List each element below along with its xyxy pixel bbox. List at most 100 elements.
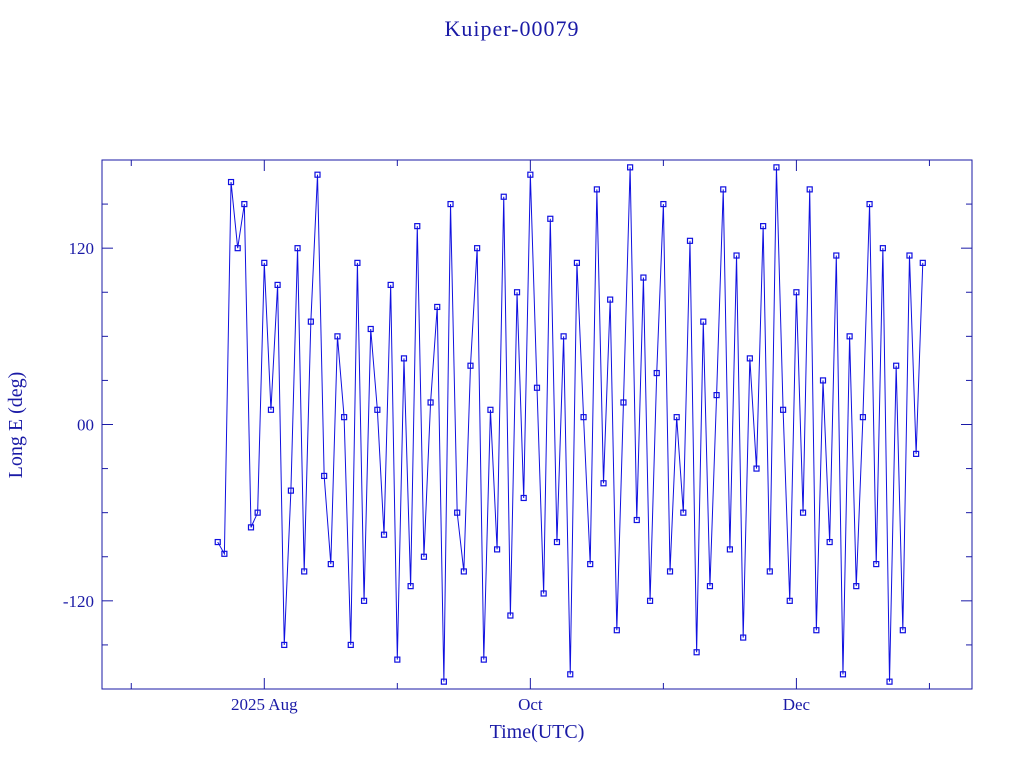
point-marker	[700, 318, 707, 325]
series-line	[217, 167, 924, 682]
point-marker	[214, 538, 221, 546]
point-marker	[287, 487, 294, 494]
point-marker	[866, 200, 873, 208]
y-tick-label: 120	[69, 239, 95, 258]
point-marker	[646, 597, 654, 604]
point-marker	[321, 472, 328, 480]
point-marker	[726, 546, 733, 553]
point-marker	[547, 215, 554, 222]
point-marker	[234, 245, 241, 252]
point-marker	[334, 333, 341, 340]
y-tick-label: 00	[77, 416, 94, 435]
point-marker	[520, 494, 527, 502]
point-marker	[460, 568, 467, 575]
point-marker	[660, 200, 667, 208]
point-marker	[587, 560, 594, 568]
point-marker	[793, 289, 800, 296]
point-marker	[653, 369, 660, 377]
point-marker	[527, 171, 534, 178]
point-marker	[553, 538, 561, 546]
x-tick-label: 2025 Aug	[231, 695, 298, 714]
point-marker	[833, 252, 840, 259]
point-marker	[686, 237, 694, 244]
point-marker	[846, 333, 853, 340]
point-marker	[327, 560, 334, 568]
point-marker	[633, 516, 640, 524]
point-marker	[580, 414, 587, 421]
x-tick-label: Dec	[783, 695, 811, 714]
point-marker	[360, 597, 368, 604]
point-marker	[913, 450, 920, 457]
point-marker	[540, 590, 547, 597]
point-marker	[886, 678, 893, 685]
point-marker	[254, 509, 261, 516]
point-marker	[680, 509, 687, 516]
point-marker	[394, 656, 401, 663]
plot-area	[214, 164, 926, 685]
point-marker	[281, 641, 288, 649]
point-marker	[627, 164, 634, 171]
point-marker	[374, 406, 381, 413]
point-marker	[753, 465, 760, 472]
point-marker	[786, 597, 793, 604]
point-marker	[593, 186, 600, 193]
point-marker	[500, 193, 507, 200]
point-marker	[434, 303, 441, 311]
point-marker	[274, 281, 281, 289]
point-marker	[713, 392, 720, 399]
point-marker	[567, 671, 574, 678]
point-marker	[613, 627, 620, 634]
point-marker	[487, 406, 494, 413]
point-marker	[314, 171, 321, 178]
point-marker	[533, 384, 541, 391]
point-marker	[893, 362, 900, 369]
point-marker	[301, 568, 308, 575]
point-marker	[420, 553, 428, 560]
point-marker	[746, 355, 753, 362]
point-marker	[400, 355, 408, 362]
point-marker	[507, 612, 514, 619]
point-marker	[819, 377, 827, 384]
point-marker	[261, 259, 268, 266]
y-tick-label: -120	[63, 592, 94, 611]
point-marker	[720, 186, 727, 193]
point-marker	[367, 325, 374, 333]
point-marker	[380, 531, 388, 538]
point-marker	[493, 546, 501, 553]
point-marker	[347, 641, 354, 649]
point-marker	[354, 259, 361, 266]
point-marker	[607, 296, 614, 303]
point-marker	[773, 164, 780, 171]
point-marker	[600, 480, 607, 487]
y-axis-label: Long E (deg)	[5, 372, 27, 479]
point-marker	[620, 399, 627, 406]
point-marker	[414, 223, 421, 230]
point-marker	[760, 223, 767, 230]
point-marker	[227, 178, 235, 186]
point-marker	[454, 509, 461, 516]
point-marker	[427, 399, 434, 406]
point-marker	[573, 259, 581, 266]
point-marker	[826, 538, 833, 546]
point-marker	[733, 252, 740, 259]
point-marker	[666, 568, 674, 575]
point-marker	[440, 678, 447, 685]
chart-title: Kuiper-00079	[445, 16, 580, 41]
point-marker	[447, 200, 454, 208]
point-marker	[853, 583, 860, 590]
point-marker	[839, 671, 847, 678]
point-marker	[919, 259, 926, 266]
point-marker	[221, 550, 228, 557]
point-marker	[467, 362, 474, 369]
point-marker	[307, 318, 314, 325]
point-marker	[267, 406, 275, 413]
point-marker	[899, 627, 906, 634]
point-marker	[813, 627, 820, 634]
point-marker	[247, 524, 255, 531]
point-marker	[879, 245, 886, 252]
point-marker	[560, 333, 567, 340]
point-marker	[806, 186, 813, 193]
point-marker	[740, 634, 747, 641]
